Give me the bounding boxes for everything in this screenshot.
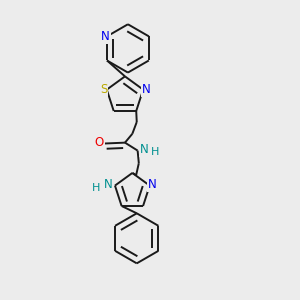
Text: N: N xyxy=(101,30,110,43)
Text: N: N xyxy=(140,143,149,156)
Text: H: H xyxy=(151,147,159,157)
Text: N: N xyxy=(142,83,151,96)
Text: S: S xyxy=(100,83,107,96)
Text: H: H xyxy=(92,183,100,193)
Text: N: N xyxy=(104,178,112,191)
Text: N: N xyxy=(148,178,157,191)
Text: O: O xyxy=(94,136,104,148)
